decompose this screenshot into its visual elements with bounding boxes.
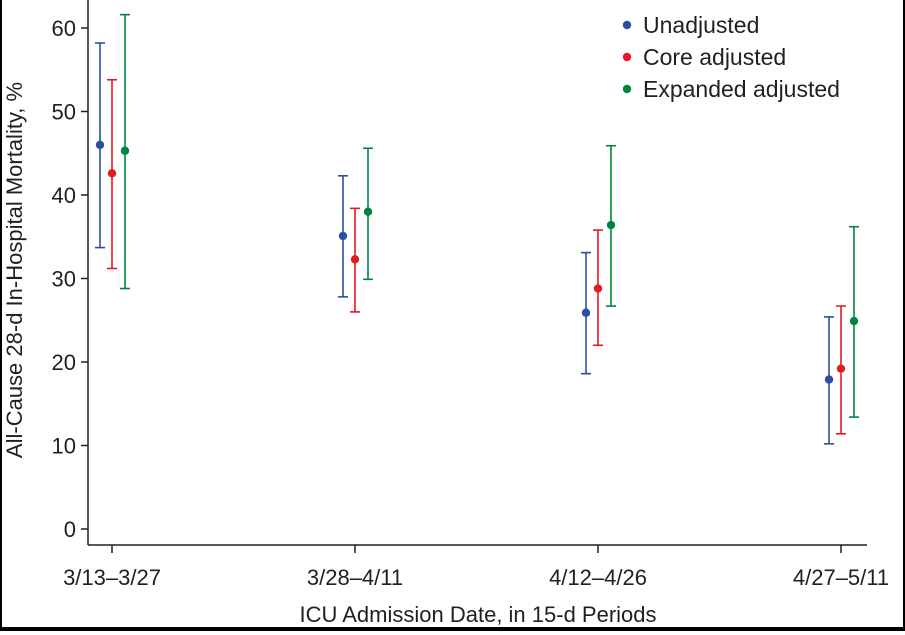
y-tick-label: 0 [64,517,76,542]
legend-entry-label: Core adjusted [643,44,786,70]
legend-marker [622,52,632,62]
x-tick-label: 4/27–5/11 [793,565,889,590]
x-tick-label: 3/28–4/11 [307,565,403,590]
y-axis-title: All-Cause 28-d In-Hospital Mortality, % [2,82,27,458]
data-point [120,146,130,155]
data-point [836,364,846,373]
data-point [593,284,603,293]
y-tick-label: 60 [52,16,76,41]
data-point [363,207,373,216]
data-point [606,220,616,230]
legend: Unadjusted Core adjusted Expanded adjusted [622,12,840,102]
data-point [581,308,591,317]
y-tick-label: 50 [52,100,76,125]
data-point [107,169,117,178]
data-point [95,140,105,150]
data-point [824,375,834,384]
data-point [350,255,360,264]
y-tick-label: 30 [52,267,76,292]
legend-marker [622,20,632,30]
axes: 0 10 20 30 40 50 60 3/13–3/27 3/28–4/11 4/12–4/26… [52,0,889,590]
legend-marker [622,84,632,94]
y-tick-label: 40 [52,183,76,208]
y-tick-label: 10 [52,434,76,459]
data-point [849,316,859,326]
x-axis-title: ICU Admission Date, in 15-d Periods [299,602,656,627]
legend-entry-label: Unadjusted [643,12,759,38]
data-marks [95,13,859,445]
y-tick-label: 20 [52,350,76,375]
legend-entry-label: Expanded adjusted [643,76,840,102]
x-tick-label: 3/13–3/27 [63,565,161,590]
data-point [338,231,348,241]
x-tick-label: 4/12–4/26 [549,565,647,590]
